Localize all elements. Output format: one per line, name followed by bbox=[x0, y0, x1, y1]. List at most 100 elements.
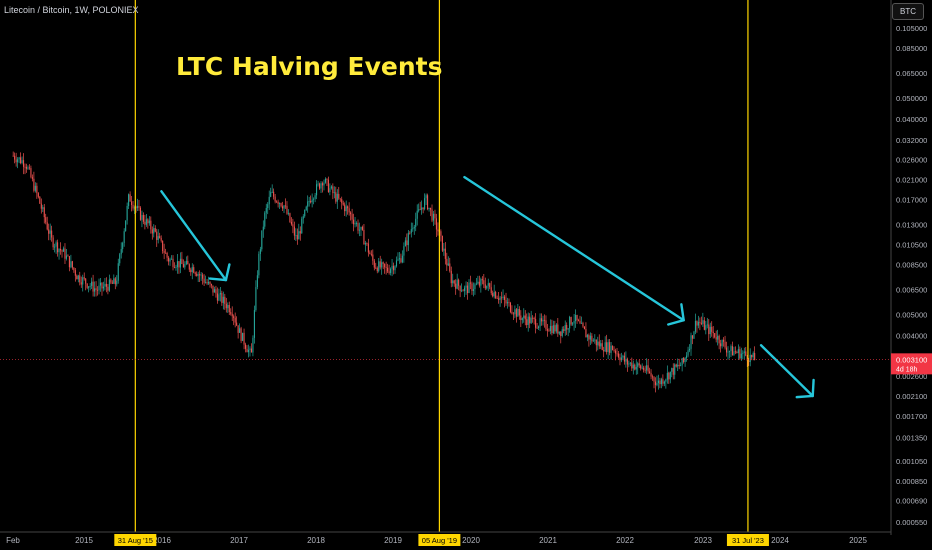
candle-body bbox=[287, 213, 290, 214]
candle-body bbox=[210, 284, 213, 286]
candle-body bbox=[549, 325, 551, 332]
candle-body bbox=[162, 240, 164, 252]
candle-body bbox=[225, 303, 227, 309]
candle-body bbox=[592, 340, 594, 342]
candle-body bbox=[77, 275, 79, 280]
candle-body bbox=[350, 212, 352, 215]
candle-body bbox=[666, 372, 668, 380]
current-price-tag bbox=[891, 353, 932, 375]
candle-body bbox=[434, 213, 436, 219]
candle-body bbox=[258, 253, 260, 276]
candle-body bbox=[105, 283, 107, 287]
candle-body bbox=[384, 263, 386, 268]
candle-body bbox=[101, 282, 103, 289]
candle-body bbox=[228, 305, 230, 313]
candle-series bbox=[12, 151, 756, 393]
candle-body bbox=[646, 365, 648, 371]
candle-body bbox=[231, 313, 233, 317]
candle-body bbox=[585, 329, 587, 338]
candle-body bbox=[754, 353, 756, 361]
candle-body bbox=[212, 285, 214, 293]
candle-body bbox=[508, 302, 510, 303]
candle-body bbox=[400, 258, 402, 263]
candle-body bbox=[98, 285, 100, 291]
candle-body bbox=[213, 289, 216, 293]
candle-body bbox=[67, 255, 69, 257]
candle-body bbox=[657, 380, 660, 384]
candle-body bbox=[415, 218, 417, 227]
candle-body bbox=[694, 320, 697, 332]
candle-body bbox=[663, 381, 665, 384]
candle-body bbox=[480, 279, 482, 286]
candle-body bbox=[468, 282, 470, 294]
candle-body bbox=[450, 270, 452, 284]
candle-body bbox=[148, 220, 150, 224]
candle-body bbox=[620, 357, 623, 361]
candle-body bbox=[338, 193, 340, 199]
symbol-legend[interactable]: Litecoin / Bitcoin, 1W, POLONIEX bbox=[4, 5, 139, 15]
candle-body bbox=[91, 281, 93, 286]
candle-body bbox=[71, 261, 73, 268]
candle-body bbox=[483, 280, 485, 285]
candle-body bbox=[740, 353, 742, 359]
candle-body bbox=[39, 196, 41, 204]
candle-body bbox=[745, 351, 747, 356]
currency-button[interactable]: BTC bbox=[892, 3, 924, 20]
candle-body bbox=[703, 320, 705, 330]
candle-body bbox=[240, 328, 242, 341]
candle-body bbox=[481, 279, 483, 281]
candle-body bbox=[54, 246, 56, 248]
halving-date-tag bbox=[114, 534, 157, 546]
candle-body bbox=[259, 249, 261, 254]
candle-body bbox=[207, 281, 210, 284]
candle-body bbox=[629, 362, 631, 364]
candle-body bbox=[196, 273, 198, 276]
halving-date-label: 05 Aug '19 bbox=[422, 536, 457, 545]
candle-body bbox=[742, 352, 744, 354]
candle-body bbox=[125, 220, 127, 232]
candle-body bbox=[391, 265, 393, 269]
candle-body bbox=[284, 205, 287, 207]
candle-body bbox=[681, 358, 683, 366]
candle-body bbox=[165, 252, 167, 254]
candle-body bbox=[725, 347, 728, 353]
candle-body bbox=[360, 226, 362, 230]
price-tick-label: 0.000550 bbox=[896, 518, 927, 527]
candle-body bbox=[25, 166, 28, 169]
candle-body bbox=[484, 284, 486, 289]
candle-body bbox=[197, 274, 199, 276]
candle-body bbox=[647, 365, 649, 372]
candle-body bbox=[628, 363, 630, 365]
candle-body bbox=[612, 345, 614, 351]
candle-body bbox=[88, 286, 90, 288]
candle-body bbox=[339, 198, 341, 200]
candle-body bbox=[412, 228, 414, 230]
price-tick-label: 0.050000 bbox=[896, 94, 927, 103]
candle-body bbox=[724, 341, 726, 348]
time-tick-label: 2018 bbox=[307, 536, 325, 545]
candle-body bbox=[572, 323, 574, 325]
candle-body bbox=[644, 369, 646, 371]
candle-body bbox=[378, 261, 380, 272]
candle-body bbox=[702, 320, 704, 324]
trend-arrow-head bbox=[667, 303, 685, 326]
candle-body bbox=[308, 201, 310, 202]
candle-body bbox=[421, 207, 423, 210]
candle-body bbox=[619, 357, 621, 361]
candle-body bbox=[424, 198, 426, 209]
candle-body bbox=[475, 283, 477, 285]
price-tick-label: 0.065000 bbox=[896, 69, 927, 78]
candle-body bbox=[668, 372, 670, 380]
candle-body bbox=[382, 262, 384, 264]
candle-body bbox=[261, 230, 263, 250]
candle-body bbox=[156, 231, 158, 241]
candle-body bbox=[184, 264, 186, 268]
candle-body bbox=[503, 296, 506, 300]
candle-body bbox=[683, 358, 685, 363]
candle-body bbox=[246, 348, 248, 353]
candle-body bbox=[347, 206, 349, 209]
candle-body bbox=[492, 293, 494, 297]
candle-body bbox=[136, 206, 139, 209]
candle-body bbox=[298, 231, 300, 240]
